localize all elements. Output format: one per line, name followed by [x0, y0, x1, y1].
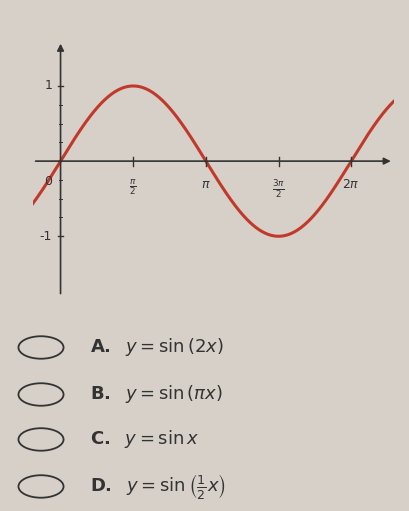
Text: 1: 1: [44, 80, 52, 92]
Text: $\frac{\pi}{2}$: $\frac{\pi}{2}$: [129, 178, 137, 197]
Text: $\mathbf{D.}$  $y = \sin{\left(\frac{1}{2}x\right)}$: $\mathbf{D.}$ $y = \sin{\left(\frac{1}{2…: [90, 472, 226, 501]
Text: $\frac{3\pi}{2}$: $\frac{3\pi}{2}$: [272, 178, 284, 200]
Text: $\mathbf{A.}$  $y = \sin{(2x)}$: $\mathbf{A.}$ $y = \sin{(2x)}$: [90, 336, 223, 359]
Text: 0: 0: [44, 175, 52, 188]
Text: $\mathbf{C.}$  $y = \sin{x}$: $\mathbf{C.}$ $y = \sin{x}$: [90, 428, 199, 451]
Text: $2\pi$: $2\pi$: [342, 178, 359, 191]
Text: $\mathbf{B.}$  $y = \sin{(\pi x)}$: $\mathbf{B.}$ $y = \sin{(\pi x)}$: [90, 383, 222, 406]
Text: $\pi$: $\pi$: [200, 178, 210, 191]
Text: -1: -1: [40, 230, 52, 243]
